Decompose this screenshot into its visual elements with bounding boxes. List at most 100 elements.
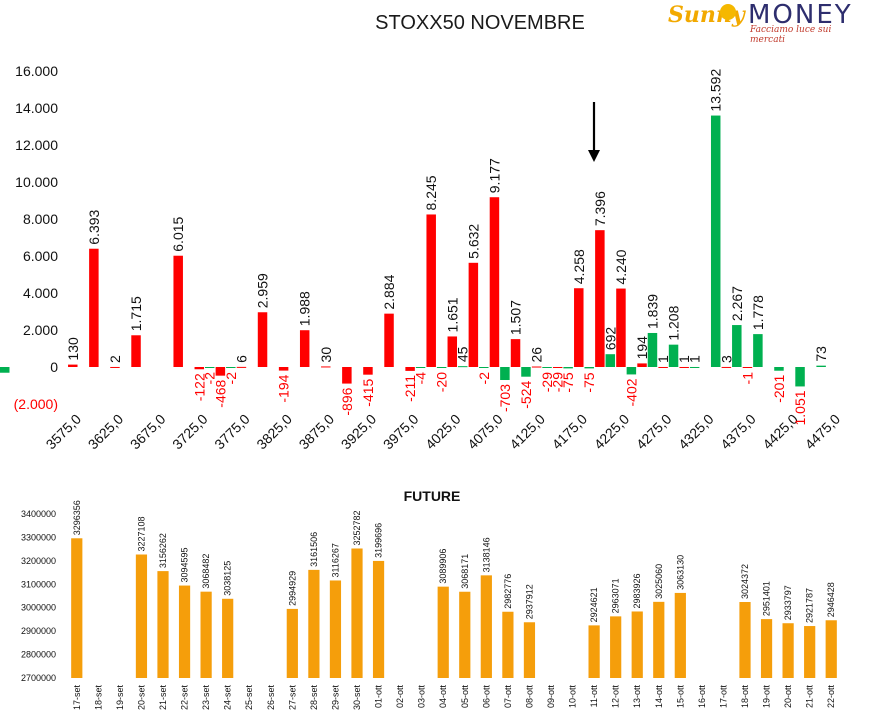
data-label: -524 <box>518 380 534 408</box>
y-tick-label: 3000000 <box>21 603 56 613</box>
put-bar <box>521 367 531 377</box>
x-tick-label: 3875,0 <box>296 411 338 453</box>
future-bar <box>351 548 363 678</box>
data-label: 6.393 <box>86 209 102 244</box>
put-bar <box>0 367 10 373</box>
x-tick-label: 14-ott <box>654 685 664 709</box>
call-bar <box>679 366 689 368</box>
future-bar <box>178 585 191 678</box>
future-bar <box>157 571 169 678</box>
future-bar <box>372 560 385 678</box>
call-bar <box>342 367 352 384</box>
data-label: 3227108 <box>136 516 146 551</box>
put-bar <box>563 367 573 369</box>
data-label: 3024372 <box>740 564 750 599</box>
x-tick-label: 3975,0 <box>380 411 422 453</box>
data-label: 2921787 <box>805 588 815 623</box>
x-tick-label: 01-ott <box>374 685 384 709</box>
future-bar <box>286 608 298 678</box>
future-bar <box>459 591 471 678</box>
data-label: 3156262 <box>158 533 168 568</box>
data-label: 73 <box>813 346 829 362</box>
call-bar <box>131 335 141 367</box>
data-label: 130 <box>65 337 81 361</box>
put-bar <box>415 367 426 368</box>
data-label: -20 <box>434 372 450 392</box>
put-bar <box>479 367 489 368</box>
x-tick-label: 4125,0 <box>506 411 548 453</box>
call-bar <box>384 313 394 367</box>
put-bar <box>605 354 616 367</box>
put-bar <box>500 367 510 381</box>
put-bar <box>753 334 763 367</box>
x-tick-label: 22-set <box>180 685 190 711</box>
x-tick-label: 21-ott <box>805 685 815 709</box>
data-label: 6.015 <box>170 216 186 251</box>
data-label: -2 <box>202 372 218 385</box>
x-tick-label: 20-ott <box>783 685 793 709</box>
data-label: 2937912 <box>524 584 534 619</box>
data-label: 3138146 <box>481 537 491 572</box>
data-label: -415 <box>360 378 376 406</box>
y-tick-label: 2800000 <box>21 650 56 660</box>
sun-icon <box>720 4 736 20</box>
x-tick-label: 02-ott <box>395 685 405 709</box>
y-tick-label: 2700000 <box>21 673 56 683</box>
y-tick-label: 8.000 <box>23 211 58 227</box>
x-tick-label: 03-ott <box>417 685 427 709</box>
put-bar <box>542 367 552 368</box>
y-tick-label: 3100000 <box>21 579 56 589</box>
call-bar <box>236 366 247 368</box>
call-bar <box>321 366 331 368</box>
future-bar <box>480 575 492 678</box>
y-tick-label: 2.000 <box>23 322 58 338</box>
data-label: 2.267 <box>729 286 745 321</box>
data-label: 2924621 <box>589 587 599 622</box>
data-label: 1.507 <box>508 300 524 335</box>
x-tick-label: 3775,0 <box>211 411 253 453</box>
data-label: 8.245 <box>423 175 439 210</box>
data-label: 7.396 <box>592 191 608 226</box>
x-tick-label: 3675,0 <box>127 411 169 453</box>
logo-tagline: Facciamo luce sui mercati <box>750 25 832 45</box>
x-tick-label: 17-ott <box>718 685 728 709</box>
data-label: -4 <box>413 372 429 385</box>
x-tick-label: 29-set <box>330 685 340 711</box>
x-tick-label: 28-set <box>309 685 319 711</box>
data-label: 26 <box>529 347 545 363</box>
call-bar <box>742 367 753 368</box>
y-tick-label: 12.000 <box>15 137 58 153</box>
x-tick-label: 21-set <box>158 685 168 711</box>
put-bar <box>226 367 236 368</box>
x-tick-label: 4025,0 <box>422 411 464 453</box>
x-tick-label: 22-ott <box>826 685 836 709</box>
future-bar <box>71 538 83 678</box>
call-bar <box>257 312 268 367</box>
x-tick-label: 4175,0 <box>549 411 591 453</box>
x-tick-label: 23-set <box>201 685 211 711</box>
call-bar <box>531 366 542 368</box>
future-bar <box>739 602 751 678</box>
future-bar <box>222 598 234 678</box>
data-label: 1.051 <box>792 390 808 425</box>
data-label: 2 <box>107 355 123 363</box>
data-label: -201 <box>771 375 787 403</box>
logo-money-text: MONEY <box>748 0 853 30</box>
y-tick-label: 10.000 <box>15 174 58 190</box>
put-bar <box>584 367 594 369</box>
data-label: -29 <box>539 372 555 392</box>
future-bar <box>760 619 773 678</box>
data-label: 4.240 <box>613 249 629 284</box>
data-label: 3252782 <box>352 510 362 545</box>
data-label: -29 <box>550 372 566 392</box>
future-bar <box>523 622 536 678</box>
call-bar <box>489 197 500 367</box>
y-tick-label: 6.000 <box>23 248 58 264</box>
call-bar <box>574 288 584 367</box>
x-tick-label: 17-set <box>72 685 82 711</box>
x-tick-label: 19-set <box>115 685 125 711</box>
future-chart-title: FUTURE <box>403 488 461 504</box>
x-tick-label: 3575,0 <box>43 411 85 453</box>
future-bar <box>437 586 449 678</box>
x-tick-label: 15-ott <box>675 685 685 709</box>
